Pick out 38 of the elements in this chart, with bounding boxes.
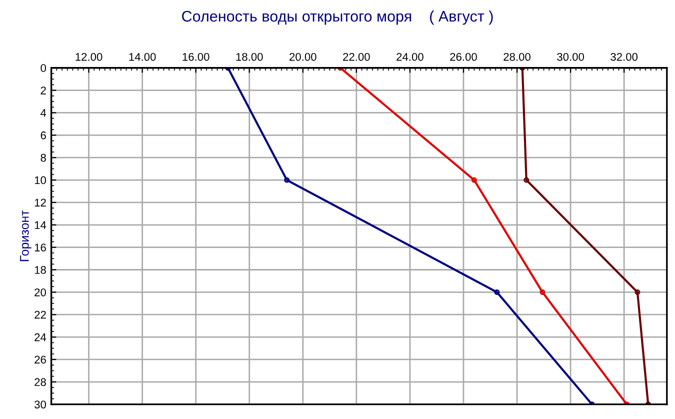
x-tick-label: 20.00 [290, 52, 316, 61]
chart-title: Соленость воды открытого моря ( Август ) [182, 10, 493, 25]
y-tick-label: 4 [40, 109, 46, 117]
y-tick-label: 6 [40, 131, 46, 140]
x-tick-label: 28.00 [504, 52, 530, 61]
y-axis-title: Горизонт [20, 210, 32, 262]
y-tick-label: 28 [34, 378, 46, 386]
y-tick-label: 8 [40, 154, 46, 162]
point [284, 177, 290, 183]
x-tick-label: 30.00 [557, 52, 584, 61]
line-series [520, 68, 651, 404]
point [524, 177, 530, 183]
x-tick-label: 22.00 [343, 52, 370, 61]
point [471, 177, 477, 183]
y-tick-label: 18 [34, 266, 46, 274]
point [540, 289, 546, 295]
line-series [338, 68, 630, 404]
y-tick-label: 0 [40, 64, 46, 72]
point [494, 289, 500, 295]
line-series [225, 68, 595, 404]
x-tick-label: 16.00 [182, 52, 210, 61]
point [634, 289, 640, 295]
x-tick-label: 14.00 [129, 52, 156, 61]
y-tick-label: 30 [34, 400, 46, 408]
x-tick-label: 18.00 [236, 52, 263, 61]
y-tick-label: 20 [34, 288, 46, 296]
x-tick-label: 26.00 [450, 52, 477, 61]
y-tick-label: 2 [40, 86, 46, 94]
y-tick-label: 24 [34, 333, 46, 342]
y-tick-label: 16 [34, 244, 46, 252]
x-tick-label: 12.00 [76, 52, 102, 61]
y-tick-label: 26 [34, 356, 46, 364]
y-tick-label: 22 [34, 310, 46, 319]
y-tick-label: 10 [34, 176, 46, 184]
y-tick-label: 12 [34, 198, 46, 206]
x-tick-label: 24.00 [396, 52, 424, 61]
y-tick-label: 14 [34, 221, 46, 229]
x-tick-label: 32.00 [610, 52, 638, 61]
